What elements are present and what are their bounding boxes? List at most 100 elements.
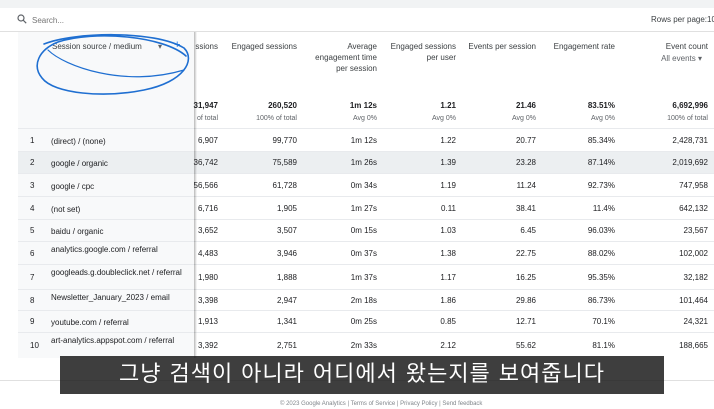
cell-engagement-rate: 81.1% xyxy=(592,341,615,350)
row-dimension-value[interactable]: google / organic xyxy=(51,159,108,168)
row-dimension-value[interactable]: googleads.g.doubleclick.net / referral xyxy=(51,268,182,277)
cell-events-per-session: 29.86 xyxy=(515,295,536,305)
column-header-avg-engagement[interactable]: Average engagement time per session xyxy=(315,42,377,73)
row-dimension-value[interactable]: (direct) / (none) xyxy=(51,136,106,146)
cell-engagement-rate: 87.14% xyxy=(587,158,615,167)
column-header-events-per-session[interactable]: Events per session xyxy=(468,42,536,51)
cell-sessions: 3,398 xyxy=(197,295,218,305)
event-filter-label: All events xyxy=(661,54,696,63)
column-total-subtitle: 100% of total xyxy=(256,115,297,122)
cell-engaged-per-user: 1.17 xyxy=(440,272,456,282)
cell-engaged-sessions: 61,728 xyxy=(272,180,297,190)
cell-engaged-per-user: 1.19 xyxy=(440,180,456,190)
row-dimension-value[interactable]: art-analytics.appspot.com / referral xyxy=(51,336,175,345)
cell-engagement-rate: 88.02% xyxy=(587,248,615,258)
column-total-subtitle: Avg 0% xyxy=(591,115,615,122)
cell-engaged-per-user: 1.03 xyxy=(440,226,456,235)
table-row[interactable]: 8 Newsletter_January_2023 / email 3,398 2,9… xyxy=(18,289,714,310)
cell-events-per-session: 38.41 xyxy=(515,203,536,213)
video-subtitle: 그냥 검색이 아니라 어디에서 왔는지를 보여줍니다 xyxy=(60,356,664,394)
column-total: 6,692,996 xyxy=(672,101,708,110)
cell-engaged-per-user: 1.22 xyxy=(440,135,456,145)
report-table: Session source / medium ▾ + ssions 31,947… xyxy=(0,32,714,358)
cell-sessions: 3,652 xyxy=(197,226,218,235)
row-number: 9 xyxy=(30,317,35,326)
cell-engaged-per-user: 1.38 xyxy=(440,248,456,258)
column-header-event-count[interactable]: Event count xyxy=(665,42,708,51)
table-row[interactable]: 5 baidu / organic 3,652 3,507 0m 15s 1.03 6.45… xyxy=(18,219,714,241)
row-dimension-value[interactable]: baidu / organic xyxy=(51,227,104,236)
cell-engaged-per-user: 0.85 xyxy=(440,317,456,326)
cell-engagement-rate: 85.34% xyxy=(587,135,615,145)
cell-engaged-sessions: 1,341 xyxy=(276,317,297,326)
cell-engaged-sessions: 1,888 xyxy=(276,272,297,282)
row-number: 3 xyxy=(30,180,35,190)
top-bar xyxy=(0,0,714,8)
search-input[interactable] xyxy=(32,12,232,28)
cell-engaged-sessions: 3,946 xyxy=(276,248,297,258)
cell-avg-engagement: 0m 15s xyxy=(350,226,377,235)
dimension-header[interactable]: Session source / medium xyxy=(52,42,142,51)
row-dimension-value[interactable]: youtube.com / referral xyxy=(51,318,129,327)
rows-per-page-select[interactable]: 10 xyxy=(707,15,714,24)
row-dimension-value[interactable]: analytics.google.com / referral xyxy=(51,245,158,254)
cell-avg-engagement: 1m 37s xyxy=(350,272,377,282)
cell-engaged-per-user: 2.12 xyxy=(440,341,456,350)
cell-event-count: 2,428,731 xyxy=(672,135,708,145)
row-number: 6 xyxy=(30,248,35,258)
column-header-engagement-rate[interactable]: Engagement rate xyxy=(553,42,615,51)
row-number: 7 xyxy=(30,272,35,282)
chevron-down-icon: ▾ xyxy=(695,54,702,63)
cell-engagement-rate: 11.4% xyxy=(592,203,615,213)
row-number: 10 xyxy=(30,341,39,350)
cell-avg-engagement: 1m 12s xyxy=(350,135,377,145)
column-total: 1m 12s xyxy=(349,101,377,110)
table-row[interactable]: 2 google / organic 36,742 75,589 1m 26s 1.39 2… xyxy=(18,151,714,173)
cell-events-per-session: 22.75 xyxy=(515,248,536,258)
table-row[interactable]: 10 art-analytics.appspot.com / referral 3,… xyxy=(18,332,714,358)
table-row[interactable]: 9 youtube.com / referral 1,913 1,341 0m 25s 0… xyxy=(18,310,714,332)
table-row[interactable]: 4 (not set) 6,716 1,905 1m 27s 0.11 38.41 11.4%… xyxy=(18,196,714,219)
cell-engaged-sessions: 2,947 xyxy=(276,295,297,305)
cell-engaged-sessions: 3,507 xyxy=(276,226,297,235)
cell-event-count: 642,132 xyxy=(679,203,708,213)
table-row[interactable]: 1 (direct) / (none) 6,907 99,770 1m 12s 1.22 2… xyxy=(18,128,714,151)
column-total-subtitle: Avg 0% xyxy=(353,115,377,122)
cell-engaged-sessions: 2,751 xyxy=(276,341,297,350)
cell-sessions: 1,980 xyxy=(197,272,218,282)
row-dimension-value[interactable]: Newsletter_January_2023 / email xyxy=(51,293,170,302)
column-header-sessions[interactable]: ssions xyxy=(195,42,218,51)
column-total-subtitle: Avg 0% xyxy=(512,115,536,122)
column-total-subtitle: of total xyxy=(196,115,218,122)
row-dimension-value[interactable]: (not set) xyxy=(51,204,81,214)
event-filter-dropdown[interactable]: All events ▾ xyxy=(622,54,702,63)
cell-engaged-sessions: 75,589 xyxy=(272,158,297,167)
cell-events-per-session: 16.25 xyxy=(515,272,536,282)
column-header-engaged-sessions[interactable]: Engaged sessions xyxy=(231,42,297,51)
table-row[interactable]: 3 google / cpc 56,566 61,728 0m 34s 1.19 11.24… xyxy=(18,173,714,196)
table-row[interactable]: 7 googleads.g.doubleclick.net / referral 1… xyxy=(18,264,714,289)
row-number: 8 xyxy=(30,295,35,305)
table-row[interactable]: 6 analytics.google.com / referral 4,483 3,9… xyxy=(18,241,714,264)
cell-sessions: 36,742 xyxy=(193,158,218,167)
column-total: 1.21 xyxy=(440,101,456,110)
cell-events-per-session: 6.45 xyxy=(520,226,536,235)
row-number: 1 xyxy=(30,135,35,145)
row-dimension-value[interactable]: google / cpc xyxy=(51,181,95,191)
cell-engaged-sessions: 99,770 xyxy=(272,135,297,145)
cell-event-count: 24,321 xyxy=(683,317,708,326)
column-total: 21.46 xyxy=(515,101,536,110)
column-total-subtitle: Avg 0% xyxy=(432,115,456,122)
cell-avg-engagement: 0m 37s xyxy=(350,248,377,258)
rows-per-page-label: Rows per page: xyxy=(651,15,708,24)
cell-engaged-per-user: 0.11 xyxy=(441,203,456,213)
cell-avg-engagement: 1m 27s xyxy=(350,203,377,213)
row-number: 2 xyxy=(30,158,35,167)
cell-avg-engagement: 2m 18s xyxy=(350,295,377,305)
cell-avg-engagement: 1m 26s xyxy=(350,158,377,167)
cell-engaged-per-user: 1.39 xyxy=(440,158,456,167)
cell-event-count: 102,002 xyxy=(679,248,708,258)
column-total: 31,947 xyxy=(193,101,218,110)
cell-sessions: 1,913 xyxy=(197,317,218,326)
column-header-engaged-per-user[interactable]: Engaged sessions per user xyxy=(390,42,456,62)
